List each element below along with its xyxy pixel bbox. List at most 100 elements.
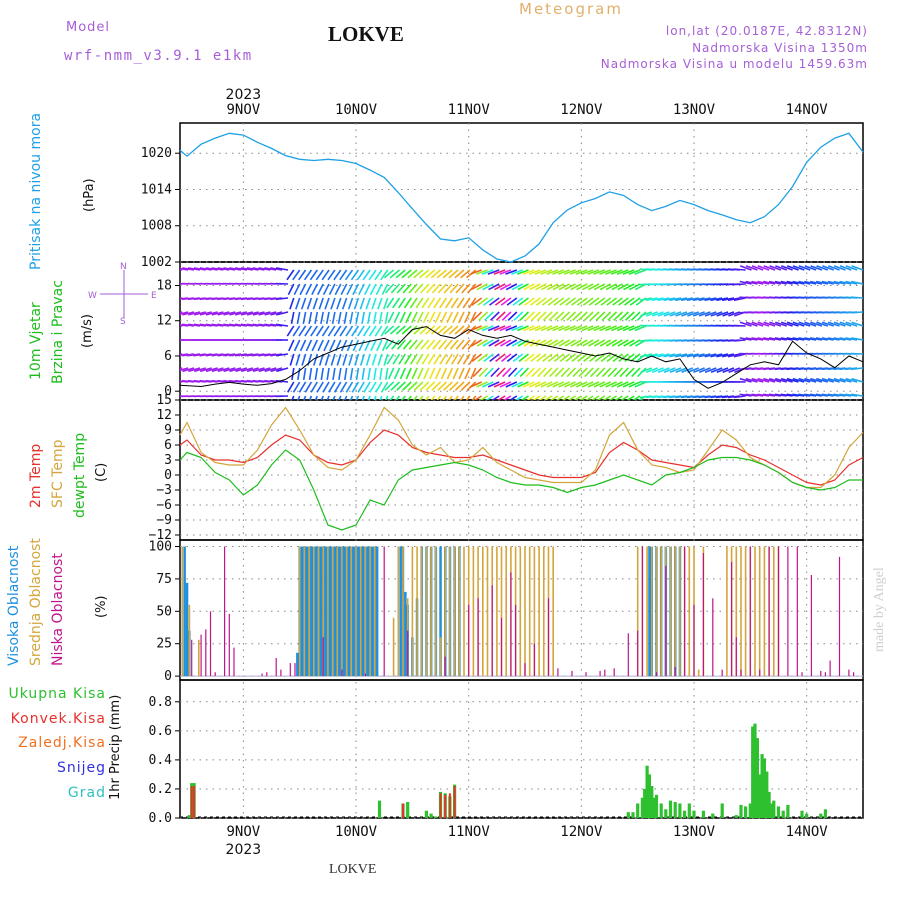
wind-arrow — [381, 283, 389, 296]
wind-arrow — [623, 283, 635, 291]
wind-arrow — [560, 311, 571, 321]
wind-arrow — [657, 353, 670, 358]
wind-arrow — [439, 297, 448, 309]
cloud-bar — [369, 546, 371, 677]
wind-arrow — [308, 395, 313, 400]
wind-arrow — [585, 395, 594, 400]
y-tick-label: 100 — [149, 539, 172, 554]
wind-arrow — [476, 339, 488, 347]
wind-arrow — [593, 283, 606, 291]
wind-arrow — [616, 269, 629, 275]
wind-arrow — [522, 269, 535, 275]
wind-arrow — [275, 379, 289, 383]
wind-arrow — [728, 311, 741, 317]
y-tick-label: 0 — [164, 669, 172, 684]
day-label-bottom: 12NOV — [560, 824, 603, 840]
wind-arrow — [523, 283, 535, 291]
wind-arrow — [401, 395, 406, 400]
wind-arrow — [205, 323, 218, 327]
wind-arrow — [588, 283, 600, 291]
wind-arrow — [483, 297, 494, 306]
wind-arrow — [663, 311, 676, 317]
wind-arrow — [187, 323, 201, 327]
wind-arrow — [511, 325, 523, 332]
wind-arrow — [494, 297, 506, 306]
wind-arrow — [246, 323, 259, 327]
wind-arrow — [828, 265, 840, 271]
wind-arrow — [449, 339, 459, 350]
wind-arrow — [769, 377, 782, 383]
cloud-bar — [402, 546, 404, 677]
cloud-bar — [491, 585, 493, 677]
wind-arrow — [523, 381, 535, 388]
wind-arrow — [385, 367, 389, 381]
wind-arrow — [351, 381, 360, 393]
wind-arrow — [614, 395, 623, 400]
wind-arrow — [500, 297, 512, 306]
wind-arrow — [373, 367, 377, 381]
wind-arrow — [431, 381, 442, 391]
wind-arrow — [308, 367, 313, 381]
y-tick-label: 1008 — [141, 219, 172, 234]
wind-arrow — [565, 297, 576, 306]
cloud-bar — [397, 546, 400, 677]
wind-arrow — [531, 311, 541, 321]
wind-arrow — [503, 395, 512, 400]
wind-arrow — [424, 395, 430, 400]
wind-arrow — [493, 325, 506, 332]
cloud-bar — [712, 598, 714, 677]
wind-arrow — [680, 297, 693, 302]
cloud-bar — [338, 546, 341, 677]
wind-arrow — [530, 297, 541, 306]
wind-arrow — [433, 353, 442, 365]
wind-arrow — [645, 297, 658, 302]
wind-arrow — [469, 311, 477, 324]
wind-arrow — [180, 324, 183, 327]
wind-arrow — [389, 395, 395, 400]
wind-arrow — [320, 311, 324, 324]
wind-arrow — [362, 269, 371, 281]
wind-arrow — [287, 283, 295, 296]
wind-arrow — [330, 353, 336, 366]
wind-arrow — [443, 283, 453, 294]
wind-arrow — [594, 353, 606, 363]
wind-arrow — [437, 381, 447, 391]
wind-arrow — [493, 381, 506, 388]
precip-bar — [434, 816, 438, 818]
wind-arrow — [205, 311, 218, 316]
wind-arrow — [211, 367, 224, 373]
wind-arrow — [505, 381, 518, 388]
wind-arrow — [850, 311, 863, 314]
wind-arrow — [332, 367, 336, 381]
wind-arrow — [373, 395, 377, 400]
y-tick-label: 50 — [156, 604, 172, 619]
wind-arrow — [468, 297, 477, 309]
wind-arrow — [304, 381, 313, 393]
wind-arrow — [525, 367, 535, 378]
wind-arrow — [229, 267, 242, 271]
wind-arrow — [346, 283, 354, 296]
wind-arrow — [354, 353, 360, 366]
cloud-bar — [449, 546, 451, 677]
wind-arrow — [757, 265, 770, 271]
wind-arrow — [302, 311, 307, 324]
precip-bar — [673, 802, 677, 818]
wind-arrow — [733, 283, 746, 286]
wind-arrow — [476, 381, 488, 388]
wind-arrow — [774, 337, 787, 341]
wind-arrow — [371, 353, 377, 366]
precip-bar — [755, 738, 759, 818]
wind-arrow — [733, 297, 746, 302]
wind-arrow — [425, 381, 436, 391]
wind-arrow — [652, 367, 664, 374]
precip-bar — [626, 812, 630, 818]
wind-arrow — [535, 297, 547, 306]
wind-arrow — [657, 367, 670, 374]
wind-arrow — [246, 311, 259, 316]
day-label-top: 10NOV — [335, 102, 378, 118]
cloud-bar — [472, 546, 475, 677]
wind-arrow — [275, 323, 289, 327]
wind-arrow — [716, 367, 729, 374]
wind-arrow — [552, 339, 565, 347]
wind-arrow — [430, 269, 442, 279]
